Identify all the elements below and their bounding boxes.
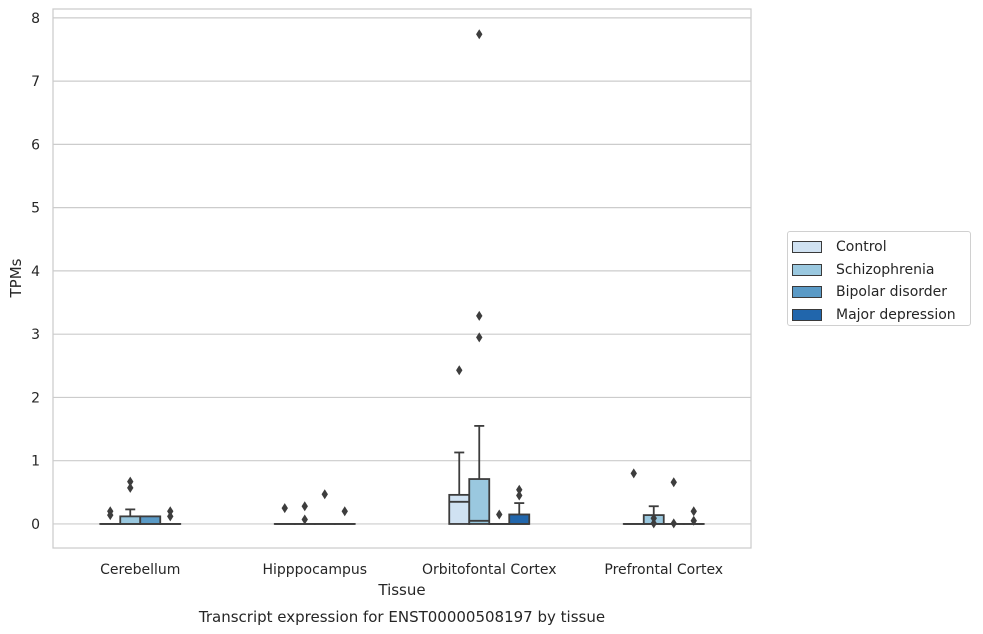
y-tick-label: 3 (31, 327, 40, 343)
box-group (139, 515, 162, 525)
outlier-point (670, 477, 677, 488)
outlier-point (516, 484, 523, 495)
y-tick-label: 4 (31, 264, 40, 280)
outlier-point (516, 490, 523, 501)
box-group (468, 29, 491, 525)
outlier-point (650, 513, 657, 524)
box (119, 515, 142, 525)
box-group (159, 506, 182, 525)
outlier-point (630, 468, 637, 479)
legend-swatch (792, 263, 822, 276)
x-tick-labels: Cerebellum Hipppocampus Orbitofontal Corte… (100, 562, 723, 578)
legend-label: Control (836, 239, 887, 256)
box (448, 493, 471, 525)
x-axis-label: Tissue (377, 581, 425, 599)
legend-swatch (792, 308, 822, 321)
outlier-point (107, 506, 114, 517)
x-tick-label: Cerebellum (100, 562, 180, 578)
legend-swatch (792, 241, 822, 254)
outlier-point (321, 489, 328, 500)
box-group (333, 506, 356, 525)
box (468, 478, 491, 525)
x-tick-label: Prefrontal Cortex (604, 562, 723, 578)
outlier-point (301, 514, 308, 525)
outlier-point (496, 509, 503, 520)
plot-area (53, 9, 751, 548)
outlier-point (341, 506, 348, 517)
legend-swatch (792, 286, 822, 299)
legend-label: Major depression (836, 306, 956, 323)
chart-title: Transcript expression for ENST0000050819… (198, 608, 605, 626)
y-tick-label: 2 (31, 390, 40, 406)
x-tick-label: Orbitofontal Cortex (422, 562, 557, 578)
box (508, 513, 531, 525)
outlier-point (670, 518, 677, 529)
legend-item: Control (792, 236, 970, 259)
x-tick-label: Hipppocampus (262, 562, 367, 578)
outlier-point (476, 310, 483, 321)
y-tick-label: 5 (31, 201, 40, 217)
y-tick-labels: 0 1 2 3 4 5 6 7 8 (31, 11, 40, 533)
legend-label: Bipolar disorder (836, 284, 948, 301)
legend-item: Schizophrenia (792, 259, 970, 282)
box-group (508, 484, 531, 525)
legend-item: Bipolar disorder (792, 281, 970, 304)
box-group (682, 506, 705, 526)
outlier-point (167, 511, 174, 522)
legend: Control Schizophrenia Bipolar disorder Majo… (787, 231, 971, 326)
y-tick-label: 8 (31, 11, 40, 27)
outlier-point (301, 501, 308, 512)
outlier-point (690, 506, 697, 517)
y-tick-label: 7 (31, 74, 40, 90)
y-axis-label: TPMs (7, 258, 25, 298)
box-groups (99, 29, 705, 529)
legend-label: Schizophrenia (836, 261, 935, 278)
outlier-point (127, 482, 134, 493)
box-group (642, 505, 665, 529)
outlier-point (476, 332, 483, 343)
plot-frame (52, 8, 752, 549)
outlier-point (476, 29, 483, 40)
outlier-point (127, 476, 134, 487)
outlier-point (690, 515, 697, 526)
outlier-point (281, 503, 288, 514)
outlier-point (456, 365, 463, 376)
y-tick-label: 6 (31, 137, 40, 153)
legend-item: Major depression (792, 304, 970, 327)
box-group (293, 501, 316, 525)
y-tick-label: 0 (31, 517, 40, 533)
outlier-point (650, 518, 657, 529)
y-tick-label: 1 (31, 454, 40, 470)
box (139, 515, 162, 525)
outlier-point (167, 506, 174, 517)
